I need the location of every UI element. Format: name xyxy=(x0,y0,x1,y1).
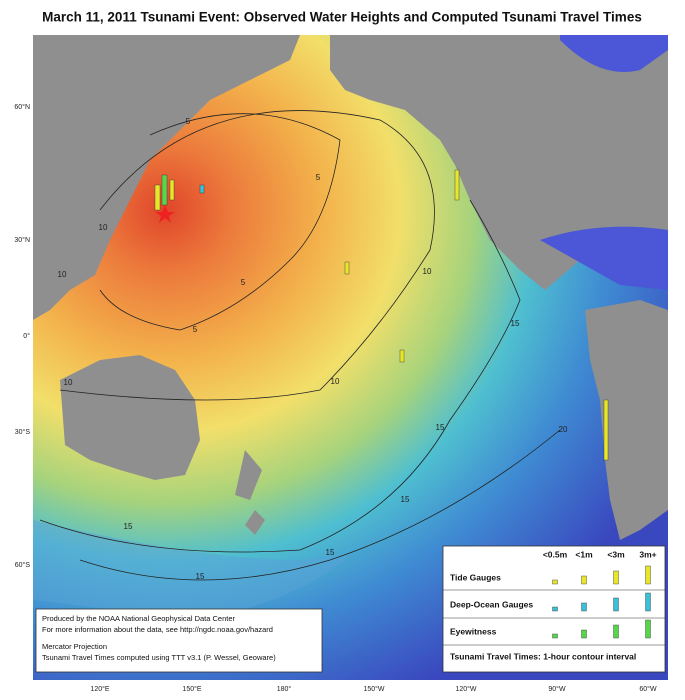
gauges xyxy=(154,169,609,461)
legend-symbol xyxy=(552,606,558,612)
legend-row: Eyewitness xyxy=(450,626,497,636)
contour-label: 15 xyxy=(326,548,335,557)
legend-symbol xyxy=(552,633,558,639)
south-america xyxy=(585,300,668,540)
title: March 11, 2011 Tsunami Event: Observed W… xyxy=(42,10,642,25)
contour-labels: 5 5 5 5 10 10 10 10 10 15 15 15 15 15 15 20 xyxy=(58,117,568,581)
longitude-label: 120°W xyxy=(455,685,476,693)
longitude-label: 90°W xyxy=(548,685,566,693)
latitude-label: 60°S xyxy=(15,561,31,569)
contour-label: 15 xyxy=(124,522,133,531)
legend-column: <3m xyxy=(607,549,625,559)
map xyxy=(33,35,668,680)
southern-ocean xyxy=(33,520,350,620)
contour-label: 5 xyxy=(241,278,246,287)
legend-row: Tide Gauges xyxy=(450,572,501,582)
australia xyxy=(60,355,200,480)
credit-line: Produced by the NOAA National Geophysica… xyxy=(42,614,236,623)
credit-line: For more information about the data, see… xyxy=(42,625,273,634)
legend-symbol xyxy=(613,570,619,585)
contour-label: 20 xyxy=(559,425,568,434)
contours xyxy=(39,110,561,581)
longitude-label: 60°W xyxy=(639,685,657,693)
legend-column: <0.5m xyxy=(543,549,568,559)
legend-symbol xyxy=(645,592,651,612)
contour-label: 5 xyxy=(193,325,198,334)
legend-footer: Tsunami Travel Times: 1-hour contour int… xyxy=(450,651,636,661)
legend-symbols xyxy=(552,565,651,639)
new-zealand xyxy=(235,450,265,535)
legend-row: Deep-Ocean Gauges xyxy=(450,599,533,609)
latitude-label: 30°N xyxy=(14,236,30,244)
legend-symbol xyxy=(613,624,619,639)
contour-label: 15 xyxy=(196,572,205,581)
contour-label: 5 xyxy=(316,173,321,182)
legend-symbol xyxy=(581,602,587,612)
latitude-label: 60°N xyxy=(14,103,30,111)
contour-label: 10 xyxy=(58,270,67,279)
contour-label: 10 xyxy=(423,267,432,276)
credit-line: Tsunami Travel Times computed using TTT … xyxy=(42,653,276,662)
legend-column: <1m xyxy=(575,549,593,559)
legend-symbol xyxy=(645,619,651,639)
contour-label: 10 xyxy=(331,377,340,386)
legend: <0.5m <1m <3m 3m+ Tide Gauges Deep-Ocean… xyxy=(442,545,666,673)
asia xyxy=(33,35,300,320)
contour-label: 5 xyxy=(186,117,191,126)
legend-symbol xyxy=(581,629,587,639)
latitude-label: 30°S xyxy=(15,428,31,436)
epicenter xyxy=(155,205,175,223)
contour-label: 15 xyxy=(401,495,410,504)
latitude-label: 0° xyxy=(23,332,30,340)
longitude-label: 150°E xyxy=(182,685,201,693)
longitude-label: 120°E xyxy=(90,685,109,693)
legend-symbol xyxy=(645,565,651,585)
legend-symbol xyxy=(581,575,587,585)
contour-label: 10 xyxy=(64,378,73,387)
legend-symbol xyxy=(613,597,619,612)
atlantic xyxy=(540,226,668,290)
north-america xyxy=(330,35,668,290)
axes: 60°N 30°N 0° 30°S 60°S 120°E 150°E 180° 150°W 120… xyxy=(14,103,657,693)
contour-label: 15 xyxy=(511,319,520,328)
contour-label: 10 xyxy=(99,223,108,232)
contour-label: 15 xyxy=(436,423,445,432)
credits-box xyxy=(35,608,323,673)
legend-column: 3m+ xyxy=(639,549,656,559)
legend-symbol xyxy=(552,579,558,585)
credit-line: Mercator Projection xyxy=(42,642,107,651)
credits: Produced by the NOAA National Geophysica… xyxy=(35,608,323,673)
longitude-label: 150°W xyxy=(363,685,384,693)
hudson-bay xyxy=(560,35,668,72)
longitude-label: 180° xyxy=(277,685,292,693)
